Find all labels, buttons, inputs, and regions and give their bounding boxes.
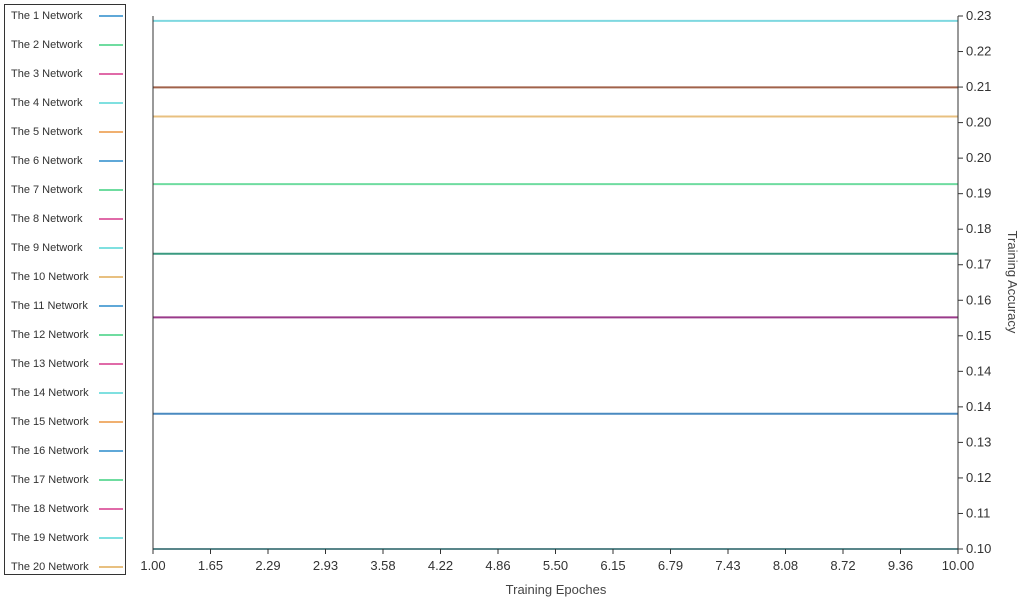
- legend-item: The 20 Network: [11, 559, 123, 575]
- x-tick-label: 7.43: [715, 558, 740, 573]
- y-axis-ticks: 0.10 0.11 0.12 0.13 0.14 0.14 0.15 0.16 0.17 0.18…: [958, 8, 991, 556]
- x-tick-label: 2.29: [255, 558, 280, 573]
- legend-label: The 18 Network: [11, 503, 89, 515]
- legend-label: The 5 Network: [11, 126, 83, 138]
- legend-swatch: [99, 537, 123, 539]
- y-tick-label: 0.10: [966, 541, 991, 556]
- y-tick-label: 0.18: [966, 221, 991, 236]
- legend-swatch: [99, 479, 123, 481]
- legend-swatch: [99, 276, 123, 278]
- legend-label: The 6 Network: [11, 155, 83, 167]
- y-tick-label: 0.12: [966, 470, 991, 485]
- legend-item: The 4 Network: [11, 95, 123, 111]
- x-tick-label: 1.00: [140, 558, 165, 573]
- y-tick-label: 0.23: [966, 8, 991, 23]
- x-tick-label: 2.93: [313, 558, 338, 573]
- legend-item: The 11 Network: [11, 298, 123, 314]
- legend-item: The 10 Network: [11, 269, 123, 285]
- legend-item: The 13 Network: [11, 356, 123, 372]
- legend-swatch: [99, 102, 123, 104]
- y-tick-label: 0.13: [966, 434, 991, 449]
- legend-swatch: [99, 15, 123, 17]
- legend-item: The 8 Network: [11, 211, 123, 227]
- x-tick-label: 1.65: [198, 558, 223, 573]
- legend-item: The 12 Network: [11, 327, 123, 343]
- legend-swatch: [99, 247, 123, 249]
- y-tick-label: 0.11: [966, 505, 990, 520]
- legend-item: The 2 Network: [11, 37, 123, 53]
- x-tick-label: 5.50: [543, 558, 568, 573]
- legend-label: The 9 Network: [11, 242, 83, 254]
- y-tick-label: 0.20: [966, 115, 991, 130]
- y-tick-label: 0.17: [966, 257, 991, 272]
- y-tick-label: 0.14: [966, 399, 991, 414]
- legend-label: The 19 Network: [11, 532, 89, 544]
- legend-item: The 1 Network: [11, 8, 123, 24]
- x-tick-label: 8.08: [773, 558, 798, 573]
- legend-swatch: [99, 421, 123, 423]
- y-tick-label: 0.15: [966, 328, 991, 343]
- y-axis-title: Training Accuracy: [1005, 231, 1020, 334]
- legend-item: The 3 Network: [11, 66, 123, 82]
- legend-label: The 2 Network: [11, 39, 83, 51]
- y-tick-label: 0.14: [966, 363, 991, 378]
- legend-swatch: [99, 508, 123, 510]
- legend-label: The 20 Network: [11, 561, 89, 573]
- legend-swatch: [99, 363, 123, 365]
- legend-item: The 6 Network: [11, 153, 123, 169]
- legend-swatch: [99, 392, 123, 394]
- legend-label: The 10 Network: [11, 271, 89, 283]
- legend-swatch: [99, 73, 123, 75]
- legend: The 1 Network The 2 Network The 3 Network T…: [4, 4, 126, 575]
- legend-swatch: [99, 566, 123, 568]
- legend-item: The 9 Network: [11, 240, 123, 256]
- legend-swatch: [99, 44, 123, 46]
- legend-label: The 12 Network: [11, 329, 89, 341]
- legend-item: The 16 Network: [11, 443, 123, 459]
- legend-label: The 1 Network: [11, 10, 83, 22]
- legend-item: The 15 Network: [11, 414, 123, 430]
- legend-label: The 15 Network: [11, 416, 89, 428]
- x-tick-label: 10.00: [942, 558, 975, 573]
- legend-item: The 14 Network: [11, 385, 123, 401]
- x-tick-label: 6.15: [600, 558, 625, 573]
- legend-item: The 18 Network: [11, 501, 123, 517]
- y-tick-label: 0.20: [966, 150, 991, 165]
- x-tick-label: 4.22: [428, 558, 453, 573]
- y-tick-label: 0.19: [966, 186, 991, 201]
- legend-swatch: [99, 450, 123, 452]
- legend-item: The 7 Network: [11, 182, 123, 198]
- x-tick-label: 8.72: [830, 558, 855, 573]
- x-axis-title: Training Epoches: [506, 582, 607, 597]
- legend-swatch: [99, 189, 123, 191]
- legend-swatch: [99, 218, 123, 220]
- legend-label: The 16 Network: [11, 445, 89, 457]
- legend-label: The 11 Network: [11, 300, 88, 312]
- plot-lines: [153, 19, 958, 550]
- x-tick-label: 3.58: [370, 558, 395, 573]
- x-tick-label: 6.79: [658, 558, 683, 573]
- legend-label: The 17 Network: [11, 474, 89, 486]
- y-tick-label: 0.22: [966, 44, 991, 59]
- legend-swatch: [99, 334, 123, 336]
- legend-label: The 3 Network: [11, 68, 83, 80]
- legend-label: The 13 Network: [11, 358, 89, 370]
- legend-label: The 8 Network: [11, 213, 83, 225]
- legend-item: The 17 Network: [11, 472, 123, 488]
- legend-item: The 19 Network: [11, 530, 123, 546]
- legend-label: The 14 Network: [11, 387, 89, 399]
- legend-label: The 4 Network: [11, 97, 83, 109]
- legend-swatch: [99, 160, 123, 162]
- legend-swatch: [99, 305, 123, 307]
- x-tick-label: 4.86: [485, 558, 510, 573]
- y-tick-label: 0.16: [966, 292, 991, 307]
- legend-label: The 7 Network: [11, 184, 83, 196]
- x-tick-label: 9.36: [888, 558, 913, 573]
- legend-item: The 5 Network: [11, 124, 123, 140]
- legend-swatch: [99, 131, 123, 133]
- x-axis-ticks: 1.00 1.65 2.29 2.93 3.58 4.22 4.86 5.50 6.15 6.79…: [140, 549, 974, 573]
- y-tick-label: 0.21: [966, 79, 991, 94]
